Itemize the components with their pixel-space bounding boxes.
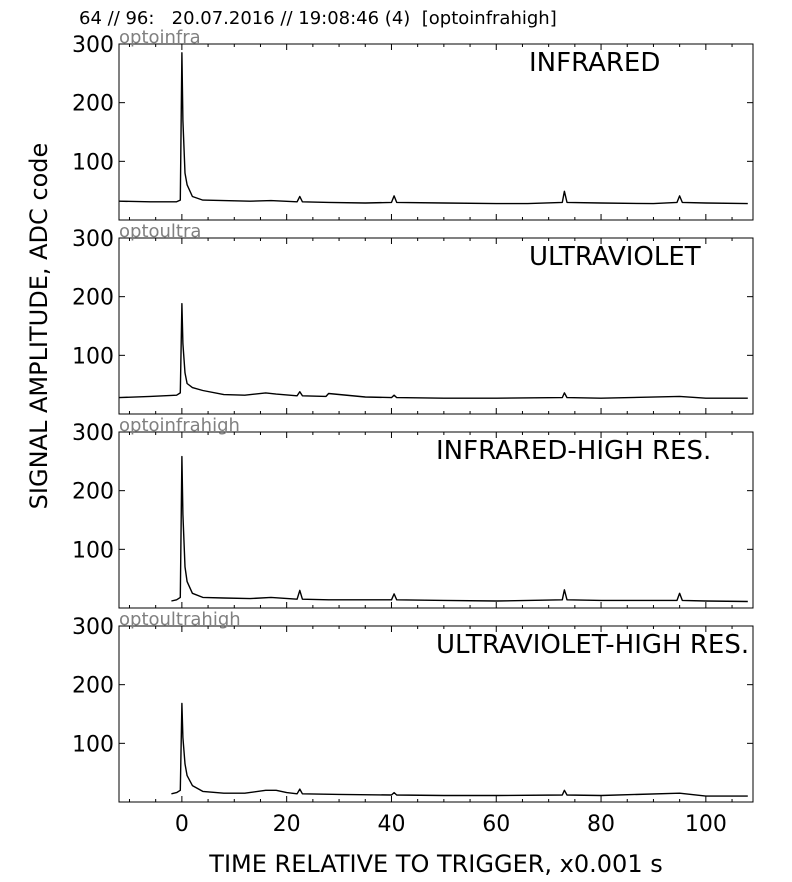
- y-tick-label: 100: [72, 150, 114, 175]
- y-tick-label: 300: [72, 33, 114, 58]
- x-tick-label: 80: [587, 812, 615, 837]
- signal-line: [118, 52, 748, 205]
- channel-label: optoinfrahigh: [119, 415, 240, 436]
- panel-title: ULTRAVIOLET: [529, 242, 701, 272]
- figure-header: 64 // 96: 20.07.2016 // 19:08:46 (4) [op…: [79, 8, 557, 29]
- panel-title: INFRARED: [529, 48, 660, 78]
- y-tick-label: 200: [72, 286, 114, 311]
- x-tick-label: 0: [175, 812, 189, 837]
- x-axis-label: TIME RELATIVE TO TRIGGER, x0.001 s: [208, 850, 662, 878]
- plot-frame-1: [118, 43, 754, 221]
- x-tick-label: 40: [377, 812, 405, 837]
- panel-title: ULTRAVIOLET-HIGH RES.: [436, 630, 749, 660]
- channel-label: optoultra: [119, 221, 201, 242]
- plot-frame-4: [118, 625, 754, 803]
- y-tick-label: 300: [72, 615, 114, 640]
- y-tick-label: 100: [72, 344, 114, 369]
- y-axis-label: SIGNAL AMPLITUDE, ADC code: [25, 143, 53, 510]
- channel-label: optoinfra: [119, 27, 201, 48]
- y-tick-label: 200: [72, 674, 114, 699]
- y-tick-label: 100: [72, 538, 114, 563]
- y-tick-label: 300: [72, 421, 114, 446]
- y-tick-label: 200: [72, 92, 114, 117]
- channel-label: optoultrahigh: [119, 609, 241, 630]
- panel-title: INFRARED-HIGH RES.: [436, 436, 711, 466]
- signal-line: [171, 455, 748, 603]
- y-tick-label: 200: [72, 480, 114, 505]
- x-tick-label: 100: [685, 812, 727, 837]
- y-tick-label: 300: [72, 227, 114, 252]
- signal-line: [118, 303, 748, 399]
- plot-frame-2: [118, 237, 754, 415]
- x-tick-label: 20: [273, 812, 301, 837]
- plot-frame-3: [118, 431, 754, 609]
- x-tick-label: 60: [482, 812, 510, 837]
- signal-line: [171, 702, 748, 797]
- y-tick-label: 100: [72, 732, 114, 757]
